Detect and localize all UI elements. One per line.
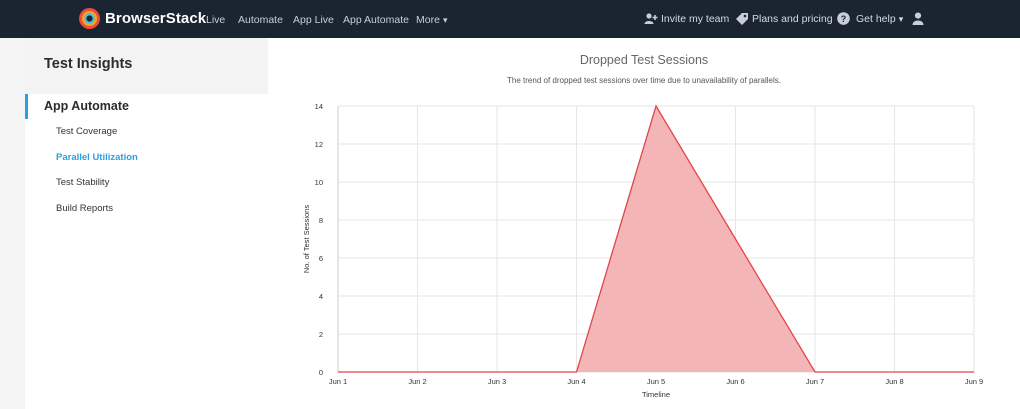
x-tick-label: Jun 4 (567, 377, 585, 386)
plans-pricing-link[interactable]: Plans and pricing (752, 13, 833, 25)
series-area (338, 106, 974, 372)
sidebar-header: Test Insights (25, 38, 268, 94)
get-help-label: Get help (856, 13, 896, 25)
nav-more-label: More (416, 14, 440, 26)
series-line (338, 104, 974, 373)
nav-live[interactable]: Live (206, 14, 226, 26)
x-tick-label: Jun 2 (408, 377, 426, 386)
sidebar: Test Insights App Automate Test Coverage… (25, 38, 268, 409)
invite-team-icon[interactable] (644, 12, 658, 25)
chart-panel: Dropped Test Sessions The trend of dropp… (268, 38, 1020, 409)
x-tick-label: Jun 3 (488, 377, 506, 386)
nav-app-live[interactable]: App Live (293, 14, 334, 26)
dropped-sessions-chart: 0 2 4 6 8 10 12 14 Jun 1 Jun 2 Jun 3 Jun 4 Jun 5 Jun … (302, 102, 983, 399)
sidebar-item-parallel-utilization[interactable]: Parallel Utilization (56, 152, 138, 163)
x-tick-label: Jun 1 (329, 377, 347, 386)
brand-name[interactable]: BrowserStack (105, 10, 207, 27)
sidebar-item-build-reports[interactable]: Build Reports (56, 203, 114, 214)
x-tick-label: Jun 7 (806, 377, 824, 386)
sidebar-item-test-coverage[interactable]: Test Coverage (56, 126, 118, 137)
svg-text:?: ? (841, 14, 847, 24)
y-tick-label: 4 (319, 292, 323, 301)
x-axis-title: Timeline (642, 390, 670, 399)
chart-subtitle: The trend of dropped test sessions over … (507, 76, 781, 85)
chart-title: Dropped Test Sessions (579, 53, 709, 67)
y-tick-label: 2 (319, 330, 323, 339)
y-tick-label: 8 (319, 216, 323, 225)
get-help-menu[interactable]: Get help ▾ (856, 13, 903, 25)
plans-pricing-icon[interactable] (735, 12, 749, 25)
x-tick-label: Jun 6 (726, 377, 744, 386)
y-tick-label: 6 (319, 254, 323, 263)
x-tick-label: Jun 9 (965, 377, 983, 386)
y-tick-label: 10 (315, 178, 323, 187)
y-axis-title: No. of Test Sessions (302, 205, 311, 273)
chevron-down-icon: ▾ (898, 14, 904, 24)
y-tick-label: 14 (315, 102, 323, 111)
top-navigation-bar: BrowserStack Live Automate App Live App … (0, 0, 1020, 38)
y-tick-label: 0 (319, 368, 323, 377)
y-tick-label: 12 (315, 140, 323, 149)
sidebar-section-app-automate[interactable]: App Automate (25, 94, 268, 119)
browserstack-logo-icon[interactable] (79, 8, 100, 29)
nav-app-automate[interactable]: App Automate (343, 14, 409, 26)
sidebar-section-label: App Automate (44, 99, 129, 113)
x-tick-label: Jun 5 (647, 377, 665, 386)
nav-more[interactable]: More ▾ (416, 14, 447, 26)
nav-automate[interactable]: Automate (238, 14, 283, 26)
invite-team-link[interactable]: Invite my team (661, 13, 730, 25)
chevron-down-icon: ▾ (442, 15, 448, 25)
sidebar-title: Test Insights (44, 56, 133, 72)
x-tick-label: Jun 8 (885, 377, 903, 386)
user-avatar-icon[interactable] (912, 12, 924, 25)
sidebar-item-test-stability[interactable]: Test Stability (56, 177, 110, 188)
help-icon[interactable]: ? (837, 12, 850, 25)
